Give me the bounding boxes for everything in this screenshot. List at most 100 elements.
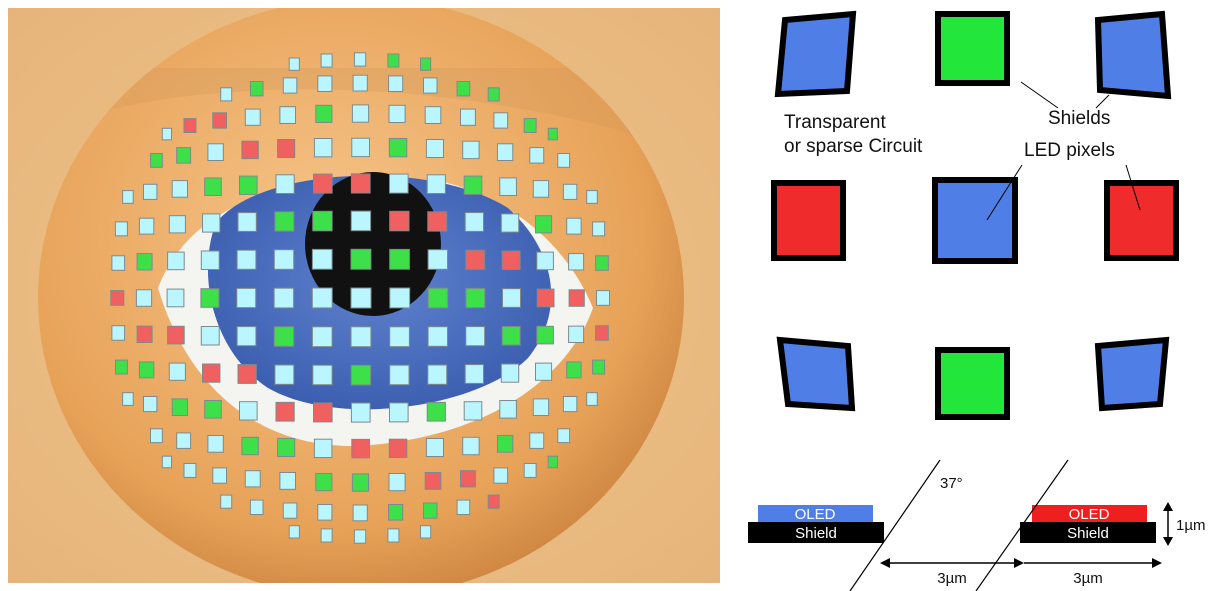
lens-pixel [249, 499, 264, 516]
label-led-pixels: LED pixels [1024, 140, 1115, 161]
lens-pixel [311, 248, 333, 270]
lens-pixel [420, 57, 432, 71]
lens-pixel [389, 173, 409, 194]
lens-pixel [320, 528, 333, 543]
lens-pixel [311, 287, 333, 309]
lens-pixel [562, 183, 578, 200]
lens-pixel [350, 402, 371, 423]
lens-pixel [566, 217, 582, 235]
lens-pixel [183, 463, 197, 478]
lens-pixel [312, 210, 333, 232]
lens-pixel [387, 53, 400, 68]
lens-pixel [529, 147, 545, 164]
lens-pixel [389, 402, 409, 423]
shield-label: Shield [1067, 525, 1109, 542]
lens-pixel [161, 455, 173, 469]
lens-pixel [523, 118, 537, 133]
lens-pixel [237, 212, 257, 232]
lens-pixel [136, 325, 153, 344]
lens-pixel [282, 502, 298, 519]
lens-pixel [277, 139, 296, 158]
lens-pixel [220, 494, 233, 509]
lens-pixel [568, 325, 585, 344]
lens-pixel [114, 359, 128, 375]
lens-pixel [220, 87, 233, 102]
angle-label: 37° [940, 475, 963, 492]
lens-pixel [423, 502, 438, 519]
pointer-line [1125, 164, 1141, 211]
lens-pixel [456, 81, 471, 97]
lens-pixel [313, 173, 333, 194]
lens-pixel [493, 467, 509, 484]
lens-pixel [562, 396, 578, 413]
lens-pixel [501, 250, 521, 270]
lens-pixel [536, 288, 555, 308]
lens-pixel [236, 287, 257, 309]
lens-pixel [388, 473, 406, 492]
lens-pixel [176, 432, 192, 449]
lens-pixel [138, 217, 155, 235]
lens-pixel [122, 392, 134, 406]
lens-pixel [389, 210, 410, 232]
lens-pixel [350, 326, 372, 348]
lens-pixel [536, 325, 554, 345]
lens-pixel [122, 190, 134, 204]
lens-pixel [273, 287, 295, 309]
lens-pixel [496, 143, 514, 162]
lens-pixel [143, 396, 158, 413]
lens-pixel [200, 250, 220, 270]
lens-pixel [350, 173, 371, 194]
lens-pixel [595, 255, 609, 271]
lens-pixel [536, 251, 554, 271]
led-pixel-green [935, 11, 1010, 86]
lens-pixel [202, 213, 221, 233]
lens-pixel [350, 287, 372, 309]
lens-pixel [388, 138, 408, 158]
lens-pixel [523, 463, 537, 478]
lens-pixel [313, 138, 333, 158]
lens-pixel [171, 398, 188, 416]
shield-label: Shield [795, 525, 837, 542]
lens-pixel [350, 210, 372, 232]
lens-pixel [501, 326, 521, 346]
lens-pixel [464, 212, 485, 232]
lens-pixel [204, 177, 222, 196]
lens-pixel [353, 52, 367, 67]
lens-pixel [388, 438, 408, 459]
lens-pixel [464, 364, 485, 384]
lens-pixel [547, 455, 558, 469]
lens-pixel [317, 504, 333, 521]
lens-pixel [493, 112, 509, 129]
arrow-head [880, 558, 890, 568]
lens-pixel [110, 290, 125, 306]
lens-pixel [288, 57, 300, 71]
lens-pixel [167, 325, 185, 345]
lens-pixel [150, 153, 163, 168]
lens-pixel [532, 398, 550, 416]
lens-pixel [460, 108, 476, 126]
arrow-head [1014, 558, 1024, 568]
lens-pixel [586, 392, 598, 406]
lens-pixel [499, 400, 517, 419]
lens-pixel [424, 472, 442, 490]
lens-pixel [389, 248, 410, 270]
lens-pixel [425, 139, 444, 158]
lens-pixel [274, 364, 295, 385]
lens-pixel [463, 175, 483, 195]
led-pixel-red [771, 180, 846, 261]
lens-pixel [200, 326, 220, 346]
lens-pixel [462, 140, 480, 160]
oled-label: OLED [1069, 506, 1110, 523]
lens-pixel [282, 77, 298, 94]
lens-pixel [487, 494, 500, 509]
lens-pixel [279, 106, 296, 124]
shield-layer [1020, 522, 1156, 543]
pointer-line [1095, 94, 1110, 109]
lens-pixel [249, 81, 264, 97]
lens-pixel [317, 75, 333, 93]
lens-pixel [351, 438, 370, 459]
lens-pixel [592, 359, 606, 375]
lens-pixel [426, 401, 446, 422]
pixel-diagram: Transparent or sparse Circuit Shields LE… [730, 0, 1220, 591]
lens-pixel [388, 104, 406, 124]
